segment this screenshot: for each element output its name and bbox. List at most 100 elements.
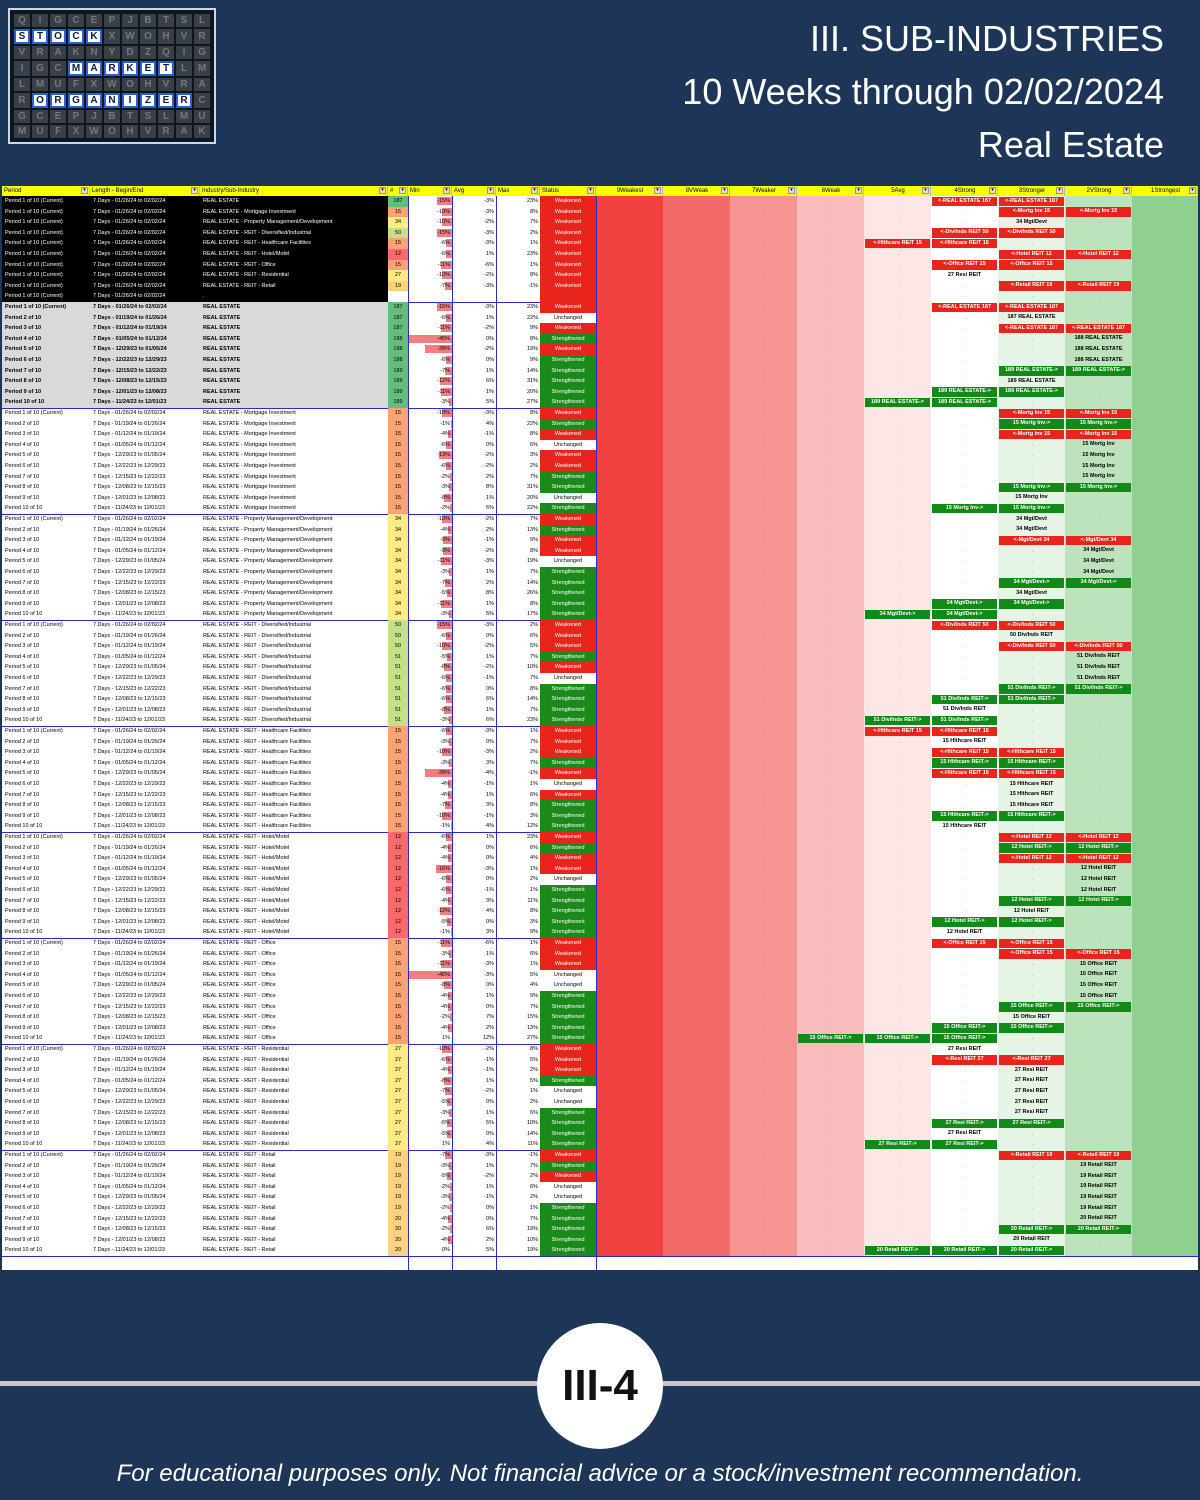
rank-cell: .	[998, 1097, 1065, 1108]
sub-industry-cell: REAL ESTATE - REIT - Residential	[200, 270, 388, 281]
empty-cell-dot: .	[897, 219, 900, 226]
column-header[interactable]: Industry/Sub-Industry ▾	[200, 186, 388, 196]
count-cell: 12	[388, 874, 408, 885]
column-header[interactable]: Min ▾	[408, 186, 452, 196]
rank-cell: .	[797, 270, 864, 281]
status-cell: Weakened	[540, 620, 596, 631]
filter-dropdown-icon[interactable]: ▾	[531, 187, 538, 194]
rank-cell: .	[998, 779, 1065, 790]
column-header[interactable]: 1Strongest ▾	[1132, 186, 1198, 196]
column-header[interactable]: Max ▾	[496, 186, 540, 196]
logo-filler-tile: F	[50, 125, 66, 138]
empty-cell-dot: .	[897, 1099, 900, 1105]
column-header[interactable]: 5Avg ▾	[864, 186, 931, 196]
rank-cell: .	[797, 683, 864, 695]
column-header[interactable]: 3Stronger ▾	[998, 186, 1065, 196]
empty-cell-dot: .	[1031, 876, 1034, 883]
filter-dropdown-icon[interactable]: ▾	[443, 187, 450, 194]
max-bar	[496, 801, 503, 810]
filter-dropdown-icon[interactable]: ▾	[1056, 187, 1063, 194]
empty-cell-dot: .	[830, 240, 833, 247]
empty-cell-dot: .	[763, 198, 766, 204]
rank-cell: .	[864, 567, 931, 578]
logo-filler-tile: P	[104, 14, 120, 27]
rank-cell: .	[1065, 227, 1132, 239]
status-cell: Strengthened	[540, 715, 596, 726]
rank-cell: .	[864, 249, 931, 260]
rank-cell: .	[998, 969, 1065, 981]
rank-cell: .	[1132, 365, 1198, 377]
avg-bar	[460, 398, 467, 407]
column-header[interactable]: # ▾	[388, 186, 408, 196]
rank-cell: .	[998, 789, 1065, 801]
rank-cell: .	[864, 916, 931, 928]
min-cell: -10%	[437, 515, 452, 523]
empty-cell-dot: .	[763, 282, 766, 289]
filter-dropdown-icon[interactable]: ▾	[191, 187, 198, 194]
ticker-tag: 12 Hotel REIT->	[999, 896, 1064, 906]
empty-cell-dot: .	[696, 198, 699, 204]
empty-cell-dot: .	[964, 844, 967, 851]
column-header[interactable]: Status ▾	[540, 186, 596, 196]
rank-cell: .	[1132, 927, 1198, 938]
filter-dropdown-icon[interactable]: ▾	[922, 187, 929, 194]
rank-cell: .	[730, 344, 797, 355]
rank-cell: .	[998, 1171, 1065, 1182]
column-header[interactable]: 8VWeak ▾	[663, 186, 730, 196]
filter-dropdown-icon[interactable]: ▾	[721, 187, 728, 194]
empty-cell-dot: .	[964, 929, 967, 936]
rank-cell: .	[596, 715, 663, 726]
filter-dropdown-icon[interactable]: ▾	[788, 187, 795, 194]
logo-filler-tile: K	[68, 46, 84, 59]
empty-cell-dot: .	[1165, 759, 1168, 766]
column-header[interactable]: 4Strong ▾	[931, 186, 998, 196]
ticker-tag: 20 Retail REIT->	[999, 1245, 1064, 1256]
count-cell: 188	[388, 344, 408, 355]
empty-cell-dot: .	[964, 484, 967, 491]
rank-cell: .	[931, 556, 998, 567]
filter-dropdown-icon[interactable]: ▾	[81, 187, 88, 194]
column-header[interactable]: Period ▾	[2, 186, 90, 196]
filter-dropdown-icon[interactable]: ▾	[379, 187, 386, 194]
rank-cell: .	[596, 482, 663, 493]
column-header[interactable]: 6Weak ▾	[797, 186, 864, 196]
rank-cell: .	[1132, 514, 1198, 525]
rank-cell: .	[1132, 503, 1198, 514]
empty-cell-dot: .	[1031, 1183, 1034, 1190]
rank-cell: .	[1065, 874, 1132, 885]
column-header[interactable]: 7Weaker ▾	[730, 186, 797, 196]
column-header[interactable]: Length - Begin/End ▾	[90, 186, 200, 196]
rank-cell: .	[1065, 651, 1132, 663]
empty-cell-dot: .	[763, 791, 766, 798]
empty-cell-dot: .	[1165, 855, 1168, 862]
status-cell: Strengthened	[540, 927, 596, 938]
empty-cell-dot: .	[1165, 494, 1168, 501]
filter-dropdown-icon[interactable]: ▾	[654, 187, 661, 194]
filter-dropdown-icon[interactable]: ▾	[855, 187, 862, 194]
avg-cell: 3%	[452, 758, 496, 769]
filter-dropdown-icon[interactable]: ▾	[1189, 187, 1196, 194]
column-header[interactable]: 2VStrong ▾	[1065, 186, 1132, 196]
column-header[interactable]: 9Weakest ▾	[596, 186, 663, 196]
filter-dropdown-icon[interactable]: ▾	[399, 187, 406, 194]
period-cell: Period 10 of 10	[5, 717, 43, 724]
count-cell: 50	[388, 620, 408, 631]
filter-dropdown-icon[interactable]: ▾	[989, 187, 996, 194]
rank-cell: .	[1065, 1171, 1132, 1182]
date-range-cell: 7 Days - 01/26/24 to 02/02/24	[90, 291, 200, 302]
rank-cell: .	[1065, 991, 1132, 1002]
period-cell: Period 9 of 10	[5, 600, 40, 607]
filter-dropdown-icon[interactable]: ▾	[487, 187, 494, 194]
period-cell: Period 6 of 10	[5, 675, 40, 681]
filter-dropdown-icon[interactable]: ▾	[1123, 187, 1130, 194]
max-cell: 9%	[496, 927, 540, 938]
status-cell: Weakened	[540, 238, 596, 249]
sub-industry-cell: REAL ESTATE - REIT - Hotel/Motel	[200, 249, 388, 260]
column-header[interactable]: Avg ▾	[452, 186, 496, 196]
date-range-cell: 7 Days - 12/29/23 to 01/05/24	[93, 876, 166, 883]
empty-cell-dot: .	[629, 219, 632, 226]
avg-cell: -3%	[452, 207, 496, 218]
filter-dropdown-icon[interactable]: ▾	[587, 187, 594, 194]
avg-cell: -1%	[452, 1065, 496, 1076]
